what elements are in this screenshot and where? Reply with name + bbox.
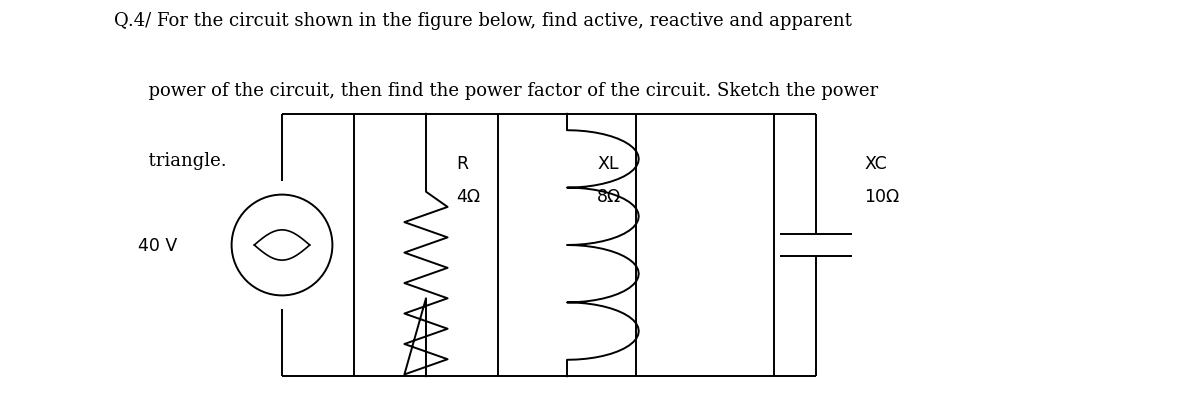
Text: XC: XC: [864, 155, 887, 173]
Text: power of the circuit, then find the power factor of the circuit. Sketch the powe: power of the circuit, then find the powe…: [114, 82, 878, 100]
Text: 40 V: 40 V: [138, 236, 178, 254]
Text: 8Ω: 8Ω: [598, 187, 622, 205]
Text: Q.4/ For the circuit shown in the figure below, find active, reactive and appare: Q.4/ For the circuit shown in the figure…: [114, 12, 852, 30]
Text: R: R: [456, 155, 468, 173]
Text: triangle.: triangle.: [114, 151, 227, 169]
Text: XL: XL: [598, 155, 618, 173]
Text: 10Ω: 10Ω: [864, 187, 899, 205]
Text: 4Ω: 4Ω: [456, 187, 480, 205]
